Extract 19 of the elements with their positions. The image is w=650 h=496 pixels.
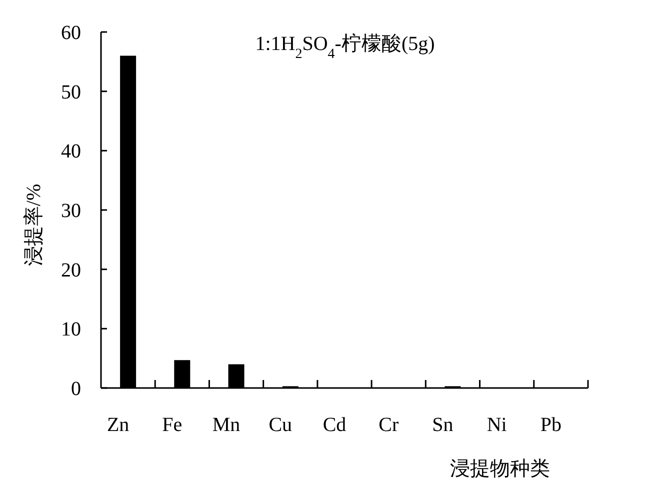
x-axis-title: 浸提物种类 [450, 458, 550, 480]
x-tick-label: Cr [378, 414, 399, 436]
x-tick-label: Cu [268, 414, 292, 436]
y-tick-label: 20 [61, 259, 81, 282]
x-tick-label: Pb [540, 414, 562, 436]
x-tick-label: Mn [212, 414, 240, 436]
x-tick-label: Fe [162, 414, 182, 436]
y-tick-label: 40 [61, 140, 81, 163]
y-tick-label: 0 [71, 378, 81, 400]
chart-title: 1:1H$_{2}$SO$_{4}$-柠檬酸(5g) [255, 33, 435, 62]
y-axis-title: 浸提率/% [23, 184, 45, 266]
x-tick-label: Cd [322, 414, 346, 436]
y-tick-label: 10 [61, 318, 81, 341]
y-tick-label: 30 [61, 200, 81, 222]
y-tick-label: 50 [61, 81, 81, 104]
y-tick-label: 60 [61, 22, 81, 44]
x-tick-label: Sn [432, 414, 454, 436]
x-tick-label: Ni [486, 414, 508, 436]
x-tick-label: Zn [106, 414, 130, 436]
